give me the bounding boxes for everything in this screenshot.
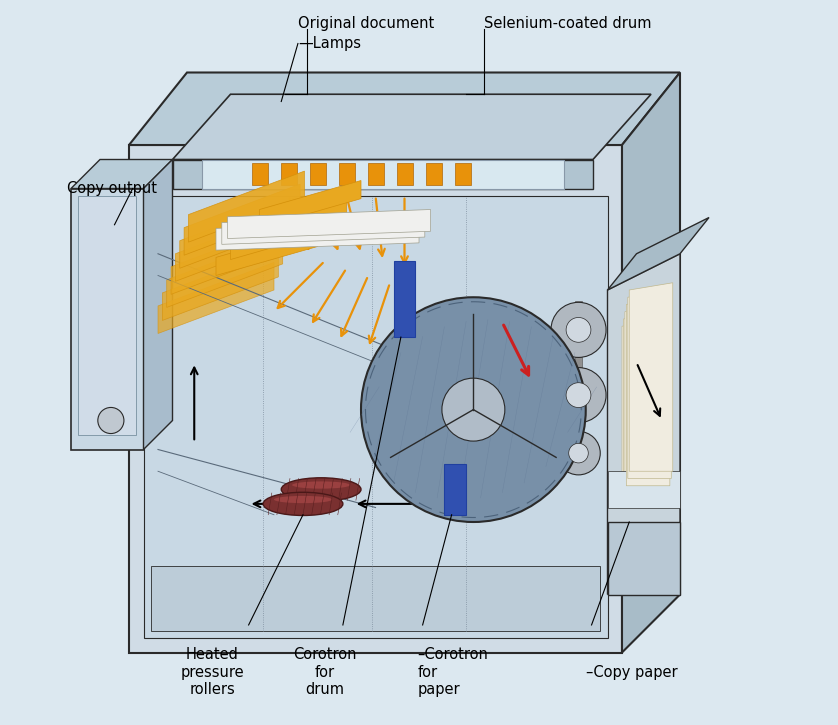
Polygon shape <box>216 228 318 276</box>
Polygon shape <box>173 94 651 160</box>
Polygon shape <box>444 464 466 515</box>
Polygon shape <box>608 471 680 507</box>
Polygon shape <box>575 301 582 355</box>
Polygon shape <box>628 290 671 478</box>
Polygon shape <box>626 297 670 486</box>
Polygon shape <box>171 223 287 294</box>
Polygon shape <box>282 163 297 185</box>
Ellipse shape <box>263 492 343 515</box>
Polygon shape <box>129 72 680 145</box>
Polygon shape <box>179 197 296 268</box>
Polygon shape <box>228 210 431 239</box>
Circle shape <box>361 297 586 522</box>
Circle shape <box>442 378 504 441</box>
Polygon shape <box>455 163 471 185</box>
Polygon shape <box>230 212 332 260</box>
Text: Corotron
for
drum: Corotron for drum <box>293 647 356 697</box>
Polygon shape <box>310 163 326 185</box>
Polygon shape <box>184 184 300 255</box>
Polygon shape <box>222 215 425 244</box>
Circle shape <box>551 302 606 357</box>
Circle shape <box>566 383 591 407</box>
Polygon shape <box>143 196 608 638</box>
Polygon shape <box>629 283 673 471</box>
Text: —Lamps: —Lamps <box>298 36 361 51</box>
Polygon shape <box>78 196 137 435</box>
Text: Copy output: Copy output <box>67 181 158 196</box>
Text: –Copy paper: –Copy paper <box>586 665 677 679</box>
Polygon shape <box>173 160 593 188</box>
Text: Heated
pressure
rollers: Heated pressure rollers <box>180 647 244 697</box>
Polygon shape <box>163 249 278 320</box>
Polygon shape <box>260 181 361 228</box>
Polygon shape <box>245 196 346 244</box>
Circle shape <box>551 368 606 423</box>
Polygon shape <box>252 163 268 185</box>
Text: –Corotron
for
paper: –Corotron for paper <box>417 647 489 697</box>
Polygon shape <box>143 160 173 450</box>
Ellipse shape <box>282 478 361 501</box>
Polygon shape <box>339 163 355 185</box>
Polygon shape <box>129 145 622 652</box>
Circle shape <box>566 318 591 342</box>
Polygon shape <box>575 357 582 422</box>
Polygon shape <box>189 171 304 242</box>
Polygon shape <box>151 566 600 631</box>
Text: Selenium-coated drum: Selenium-coated drum <box>484 16 652 30</box>
Polygon shape <box>427 163 442 185</box>
Polygon shape <box>175 210 292 281</box>
Polygon shape <box>71 160 173 188</box>
Polygon shape <box>622 319 665 508</box>
Polygon shape <box>625 304 669 493</box>
Polygon shape <box>201 160 564 188</box>
Circle shape <box>569 443 588 463</box>
Polygon shape <box>608 218 709 290</box>
Polygon shape <box>608 254 680 594</box>
Circle shape <box>556 431 600 475</box>
Polygon shape <box>608 522 680 594</box>
Circle shape <box>98 407 124 434</box>
Polygon shape <box>71 188 143 450</box>
Ellipse shape <box>292 481 350 489</box>
Polygon shape <box>394 261 416 337</box>
Polygon shape <box>397 163 413 185</box>
Polygon shape <box>158 262 274 334</box>
Polygon shape <box>216 221 419 250</box>
Ellipse shape <box>274 496 332 503</box>
Polygon shape <box>622 72 680 652</box>
Text: Original document: Original document <box>298 16 434 30</box>
Polygon shape <box>167 236 282 307</box>
Polygon shape <box>623 312 667 500</box>
Polygon shape <box>368 163 384 185</box>
